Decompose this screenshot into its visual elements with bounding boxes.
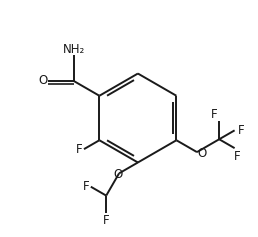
Text: F: F [83,180,89,193]
Text: O: O [114,168,123,181]
Text: F: F [211,108,217,121]
Text: F: F [76,143,82,156]
Text: O: O [38,74,48,87]
Text: O: O [197,147,206,160]
Text: NH₂: NH₂ [63,43,85,56]
Text: F: F [234,150,241,163]
Text: F: F [238,124,245,137]
Text: F: F [103,214,110,227]
